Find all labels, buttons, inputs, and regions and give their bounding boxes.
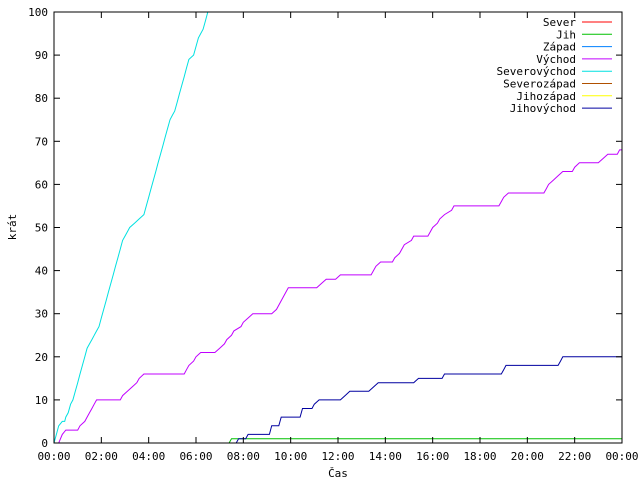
y-tick-label-5: 50 (35, 222, 48, 235)
y-tick-label-1: 10 (35, 394, 48, 407)
x-tick-label-5: 10:00 (274, 450, 307, 463)
legend-label-2: Západ (543, 41, 576, 54)
y-tick-label-0: 0 (41, 437, 48, 450)
legend-label-3: Východ (536, 53, 576, 66)
legend-label-1: Jih (556, 28, 576, 41)
x-axis-label: Čas (328, 467, 348, 480)
x-tick-label-12: 00:00 (605, 450, 638, 463)
series-line-3 (54, 149, 622, 443)
y-tick-label-6: 60 (35, 178, 48, 191)
x-tick-label-10: 20:00 (511, 450, 544, 463)
y-tick-label-3: 30 (35, 308, 48, 321)
x-tick-label-6: 12:00 (321, 450, 354, 463)
legend-label-6: Jihozápad (516, 90, 576, 103)
legend-label-7: Jihovýchod (510, 102, 576, 115)
x-tick-label-11: 22:00 (558, 450, 591, 463)
x-tick-label-7: 14:00 (369, 450, 402, 463)
y-tick-label-8: 80 (35, 92, 48, 105)
x-tick-label-0: 00:00 (37, 450, 70, 463)
legend-label-4: Severovýchod (497, 65, 576, 78)
series-line-4 (54, 12, 209, 443)
x-tick-label-1: 02:00 (85, 450, 118, 463)
y-tick-label-7: 70 (35, 135, 48, 148)
y-tick-label-4: 40 (35, 265, 48, 278)
y-tick-label-10: 100 (28, 6, 48, 19)
y-tick-label-9: 90 (35, 49, 48, 62)
x-tick-label-4: 08:00 (227, 450, 260, 463)
legend-label-0: Sever (543, 16, 576, 29)
y-tick-label-2: 20 (35, 351, 48, 364)
legend-label-5: Severozápad (503, 78, 576, 91)
x-tick-label-3: 06:00 (179, 450, 212, 463)
legend: SeverJihZápadVýchodSeverovýchodSeverozáp… (497, 16, 612, 115)
x-tick-label-2: 04:00 (132, 450, 165, 463)
x-axis-ticks: 00:00 02:00 04:00 06:00 08:00 10:00 12:00 14:00… (37, 12, 639, 463)
plot-series (54, 12, 622, 443)
x-tick-label-9: 18:00 (463, 450, 496, 463)
y-axis-label: krát (6, 214, 19, 241)
series-line-1 (54, 438, 622, 443)
x-tick-label-8: 16:00 (416, 450, 449, 463)
series-line-7 (54, 356, 622, 443)
y-axis-ticks: 0 10 20 30 40 50 60 70 80 90 100 (28, 6, 622, 450)
